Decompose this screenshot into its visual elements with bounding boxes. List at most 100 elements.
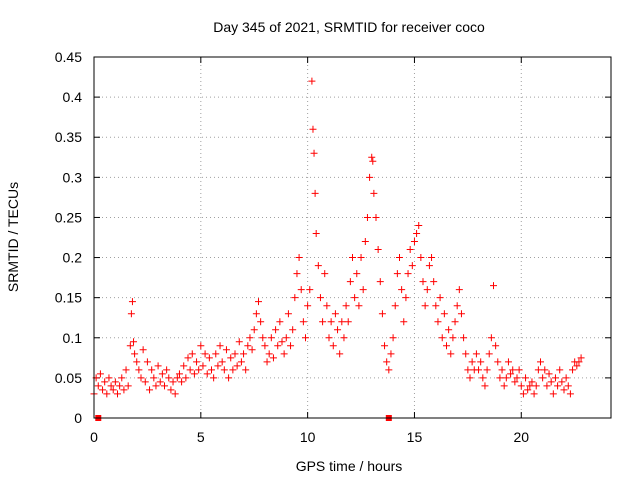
data-point bbox=[430, 278, 438, 286]
data-point bbox=[502, 374, 510, 382]
data-point bbox=[400, 318, 408, 326]
data-point bbox=[216, 342, 224, 350]
data-point bbox=[302, 334, 309, 342]
data-point bbox=[225, 374, 233, 382]
data-point bbox=[126, 342, 134, 350]
data-point bbox=[410, 238, 418, 246]
data-point bbox=[383, 358, 391, 366]
data-point bbox=[549, 390, 557, 398]
data-point bbox=[436, 294, 444, 302]
data-point bbox=[265, 350, 273, 358]
data-point bbox=[327, 318, 335, 326]
data-point bbox=[440, 310, 448, 318]
data-point bbox=[255, 298, 262, 306]
data-point bbox=[208, 366, 215, 374]
data-point bbox=[406, 246, 414, 254]
data-point bbox=[231, 350, 239, 358]
data-point bbox=[244, 342, 252, 350]
chart-title: Day 345 of 2021, SRMTID for receiver coc… bbox=[213, 19, 485, 35]
data-point bbox=[306, 286, 314, 294]
data-point bbox=[369, 157, 377, 165]
data-point bbox=[496, 374, 504, 382]
data-point bbox=[314, 262, 322, 270]
data-point bbox=[316, 294, 324, 302]
data-point bbox=[114, 390, 121, 398]
data-point bbox=[127, 310, 135, 318]
data-point bbox=[515, 366, 523, 374]
data-point bbox=[293, 270, 301, 278]
data-point bbox=[325, 334, 333, 342]
data-point bbox=[227, 354, 235, 362]
data-point bbox=[310, 149, 318, 157]
data-point bbox=[340, 334, 348, 342]
data-point bbox=[464, 366, 472, 374]
data-point bbox=[494, 358, 502, 366]
data-point bbox=[148, 366, 156, 374]
data-point bbox=[152, 382, 160, 390]
data-point bbox=[575, 358, 583, 366]
data-point bbox=[530, 390, 538, 398]
data-point bbox=[415, 221, 423, 229]
data-point bbox=[342, 302, 350, 310]
data-point bbox=[158, 370, 166, 378]
data-point bbox=[537, 358, 544, 366]
data-point bbox=[131, 350, 139, 358]
y-tick-label: 0.05 bbox=[55, 370, 82, 386]
data-point bbox=[199, 362, 207, 370]
data-point bbox=[143, 358, 151, 366]
data-point bbox=[133, 358, 141, 366]
data-point bbox=[524, 386, 532, 394]
data-point bbox=[203, 370, 211, 378]
data-point bbox=[257, 318, 265, 326]
data-point bbox=[229, 366, 237, 374]
data-point bbox=[558, 378, 566, 386]
data-point bbox=[419, 278, 427, 286]
data-point bbox=[475, 366, 483, 374]
data-point bbox=[321, 270, 329, 278]
data-point bbox=[212, 350, 220, 358]
data-point bbox=[180, 362, 188, 370]
data-point bbox=[573, 362, 581, 370]
data-point bbox=[445, 326, 453, 334]
data-point bbox=[197, 342, 205, 350]
data-point bbox=[139, 346, 147, 354]
data-point bbox=[163, 366, 171, 374]
x-tick-label: 15 bbox=[407, 429, 423, 445]
data-point bbox=[569, 366, 577, 374]
data-point bbox=[528, 378, 536, 386]
data-point bbox=[128, 298, 136, 306]
data-point bbox=[278, 338, 286, 346]
data-point bbox=[396, 254, 403, 262]
data-point bbox=[551, 374, 559, 382]
data-point bbox=[311, 189, 319, 197]
data-point bbox=[242, 366, 250, 374]
data-point bbox=[169, 378, 177, 386]
data-point bbox=[240, 350, 248, 358]
data-point bbox=[124, 382, 132, 390]
data-point bbox=[269, 354, 277, 362]
data-point bbox=[370, 189, 378, 197]
data-point bbox=[472, 350, 480, 358]
data-point bbox=[188, 350, 196, 358]
data-point bbox=[372, 213, 380, 221]
data-point bbox=[519, 390, 527, 398]
data-point bbox=[562, 374, 570, 382]
data-point bbox=[385, 366, 393, 374]
data-point bbox=[190, 370, 198, 378]
data-point bbox=[150, 374, 158, 382]
data-point bbox=[513, 374, 521, 382]
data-point bbox=[205, 354, 213, 362]
y-tick-label: 0.3 bbox=[63, 169, 83, 185]
data-point bbox=[351, 294, 359, 302]
y-tick-label: 0.25 bbox=[55, 209, 82, 225]
data-point bbox=[103, 390, 111, 398]
data-point bbox=[366, 173, 374, 181]
data-point bbox=[417, 254, 425, 262]
data-point bbox=[468, 358, 476, 366]
data-point bbox=[479, 374, 487, 382]
data-point bbox=[274, 342, 282, 350]
data-point bbox=[376, 278, 384, 286]
data-point bbox=[438, 334, 446, 342]
data-point bbox=[252, 310, 260, 318]
